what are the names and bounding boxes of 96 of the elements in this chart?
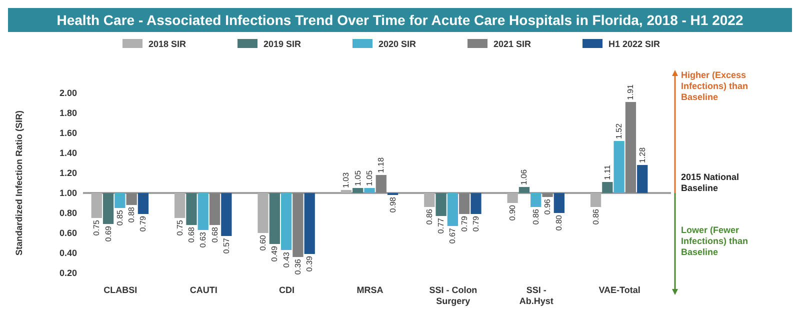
bar	[292, 193, 304, 257]
chart-title: Health Care - Associated Infections Trend Over Time for Acute Care Hospitals in Florida, 2018 - H1 2022	[56, 12, 744, 28]
bar	[614, 141, 624, 193]
bar	[340, 190, 352, 193]
bar	[602, 182, 613, 193]
bar	[590, 193, 602, 207]
bar	[530, 193, 542, 207]
legend-label: 2018 SIR	[148, 39, 187, 49]
y-tick-label: 0.40	[59, 248, 77, 258]
data-label: 0.68	[186, 226, 196, 243]
data-label: 0.43	[282, 251, 291, 268]
data-label: 1.05	[353, 170, 362, 186]
text: Higher (Excess Infections) than Baseline	[681, 70, 748, 102]
bar	[174, 193, 186, 218]
y-tick-label: 0.80	[59, 208, 77, 218]
bar	[424, 193, 435, 207]
data-label: 1.05	[365, 170, 374, 186]
x-tick-label: SSI - Colon Surgery	[429, 285, 478, 306]
bar	[436, 193, 446, 216]
data-label: 0.96	[543, 198, 552, 215]
data-label: 0.75	[92, 219, 102, 236]
bar	[542, 193, 553, 197]
data-label: 0.39	[305, 255, 314, 272]
data-label: 1.28	[638, 146, 647, 163]
data-label: 0.90	[508, 204, 518, 221]
bar	[447, 193, 458, 226]
data-label: 0.80	[554, 214, 564, 231]
y-tick-label: 0.20	[59, 268, 77, 278]
data-label: 1.91	[626, 84, 636, 100]
bar	[304, 193, 315, 254]
bar	[625, 102, 636, 193]
data-label: 0.88	[127, 206, 136, 223]
bar	[198, 193, 208, 230]
data-label: 0.85	[115, 209, 124, 226]
legend-label: 2019 SIR	[264, 39, 302, 49]
legend-label: H1 2022 SIR	[608, 39, 661, 49]
bar	[138, 193, 149, 214]
data-label: 0.49	[270, 245, 280, 262]
y-axis-title: Standardized Infection Ratio (SIR)	[14, 110, 24, 256]
bar	[126, 193, 137, 205]
data-label: 0.60	[258, 234, 268, 251]
data-label: 1.52	[614, 122, 624, 139]
data-label: 0.63	[198, 231, 208, 248]
bar	[507, 193, 518, 203]
y-tick-label: 1.80	[59, 108, 77, 118]
legend-label: 2021 SIR	[494, 39, 532, 49]
bar	[186, 193, 197, 225]
bar	[209, 193, 220, 225]
x-tick-label: VAE-Total	[598, 285, 640, 295]
bar	[459, 193, 470, 214]
data-label: 0.79	[460, 215, 469, 232]
x-tick-label: SSI - Ab.Hyst	[519, 285, 554, 306]
data-label: 0.36	[293, 258, 302, 275]
bar	[269, 193, 280, 244]
y-tick-label: 2.00	[59, 88, 77, 98]
data-label: 0.98	[388, 196, 398, 213]
x-tick-label: MRSA	[356, 285, 384, 295]
y-tick-label: 1.40	[59, 148, 77, 158]
y-tick-label: 1.20	[59, 168, 77, 178]
data-label: 0.79	[471, 215, 480, 232]
x-tick-label: CAUTI	[190, 285, 218, 295]
data-label: 0.86	[591, 208, 600, 225]
bar	[637, 165, 648, 193]
x-tick-label: CDI	[279, 285, 295, 295]
bar	[102, 193, 114, 224]
bar	[258, 193, 268, 233]
bar	[352, 188, 364, 193]
y-tick-label: 0.60	[59, 228, 77, 238]
data-label: 0.57	[222, 237, 231, 254]
data-label: 1.11	[602, 164, 612, 180]
bar	[518, 187, 530, 193]
bar	[364, 188, 375, 193]
data-label: 1.03	[342, 172, 351, 188]
text: Lower (Fewer Infections) than Baseline	[681, 225, 748, 257]
y-tick-label: 1.00	[59, 188, 77, 198]
data-label: 0.69	[104, 225, 113, 242]
bar	[221, 193, 232, 236]
ref-line-label: 2015 National Baseline	[681, 172, 740, 193]
bar	[114, 193, 126, 208]
x-tick-label: CLABSI	[104, 285, 138, 295]
data-label: 0.68	[210, 226, 220, 243]
data-label: 0.86	[531, 208, 540, 225]
legend-label: 2020 SIR	[378, 39, 417, 49]
bar	[91, 193, 102, 218]
data-label: 0.75	[175, 219, 184, 236]
bar	[376, 175, 386, 193]
data-label: 0.77	[436, 217, 446, 234]
bar	[554, 193, 564, 213]
data-label: 0.86	[424, 208, 434, 225]
bar	[470, 193, 482, 214]
data-label: 1.18	[376, 156, 386, 173]
bar	[280, 193, 292, 250]
data-label: 0.79	[138, 215, 148, 232]
y-tick-label: 1.60	[59, 128, 77, 138]
data-label: 0.67	[448, 227, 458, 244]
data-label: 1.06	[520, 168, 529, 185]
